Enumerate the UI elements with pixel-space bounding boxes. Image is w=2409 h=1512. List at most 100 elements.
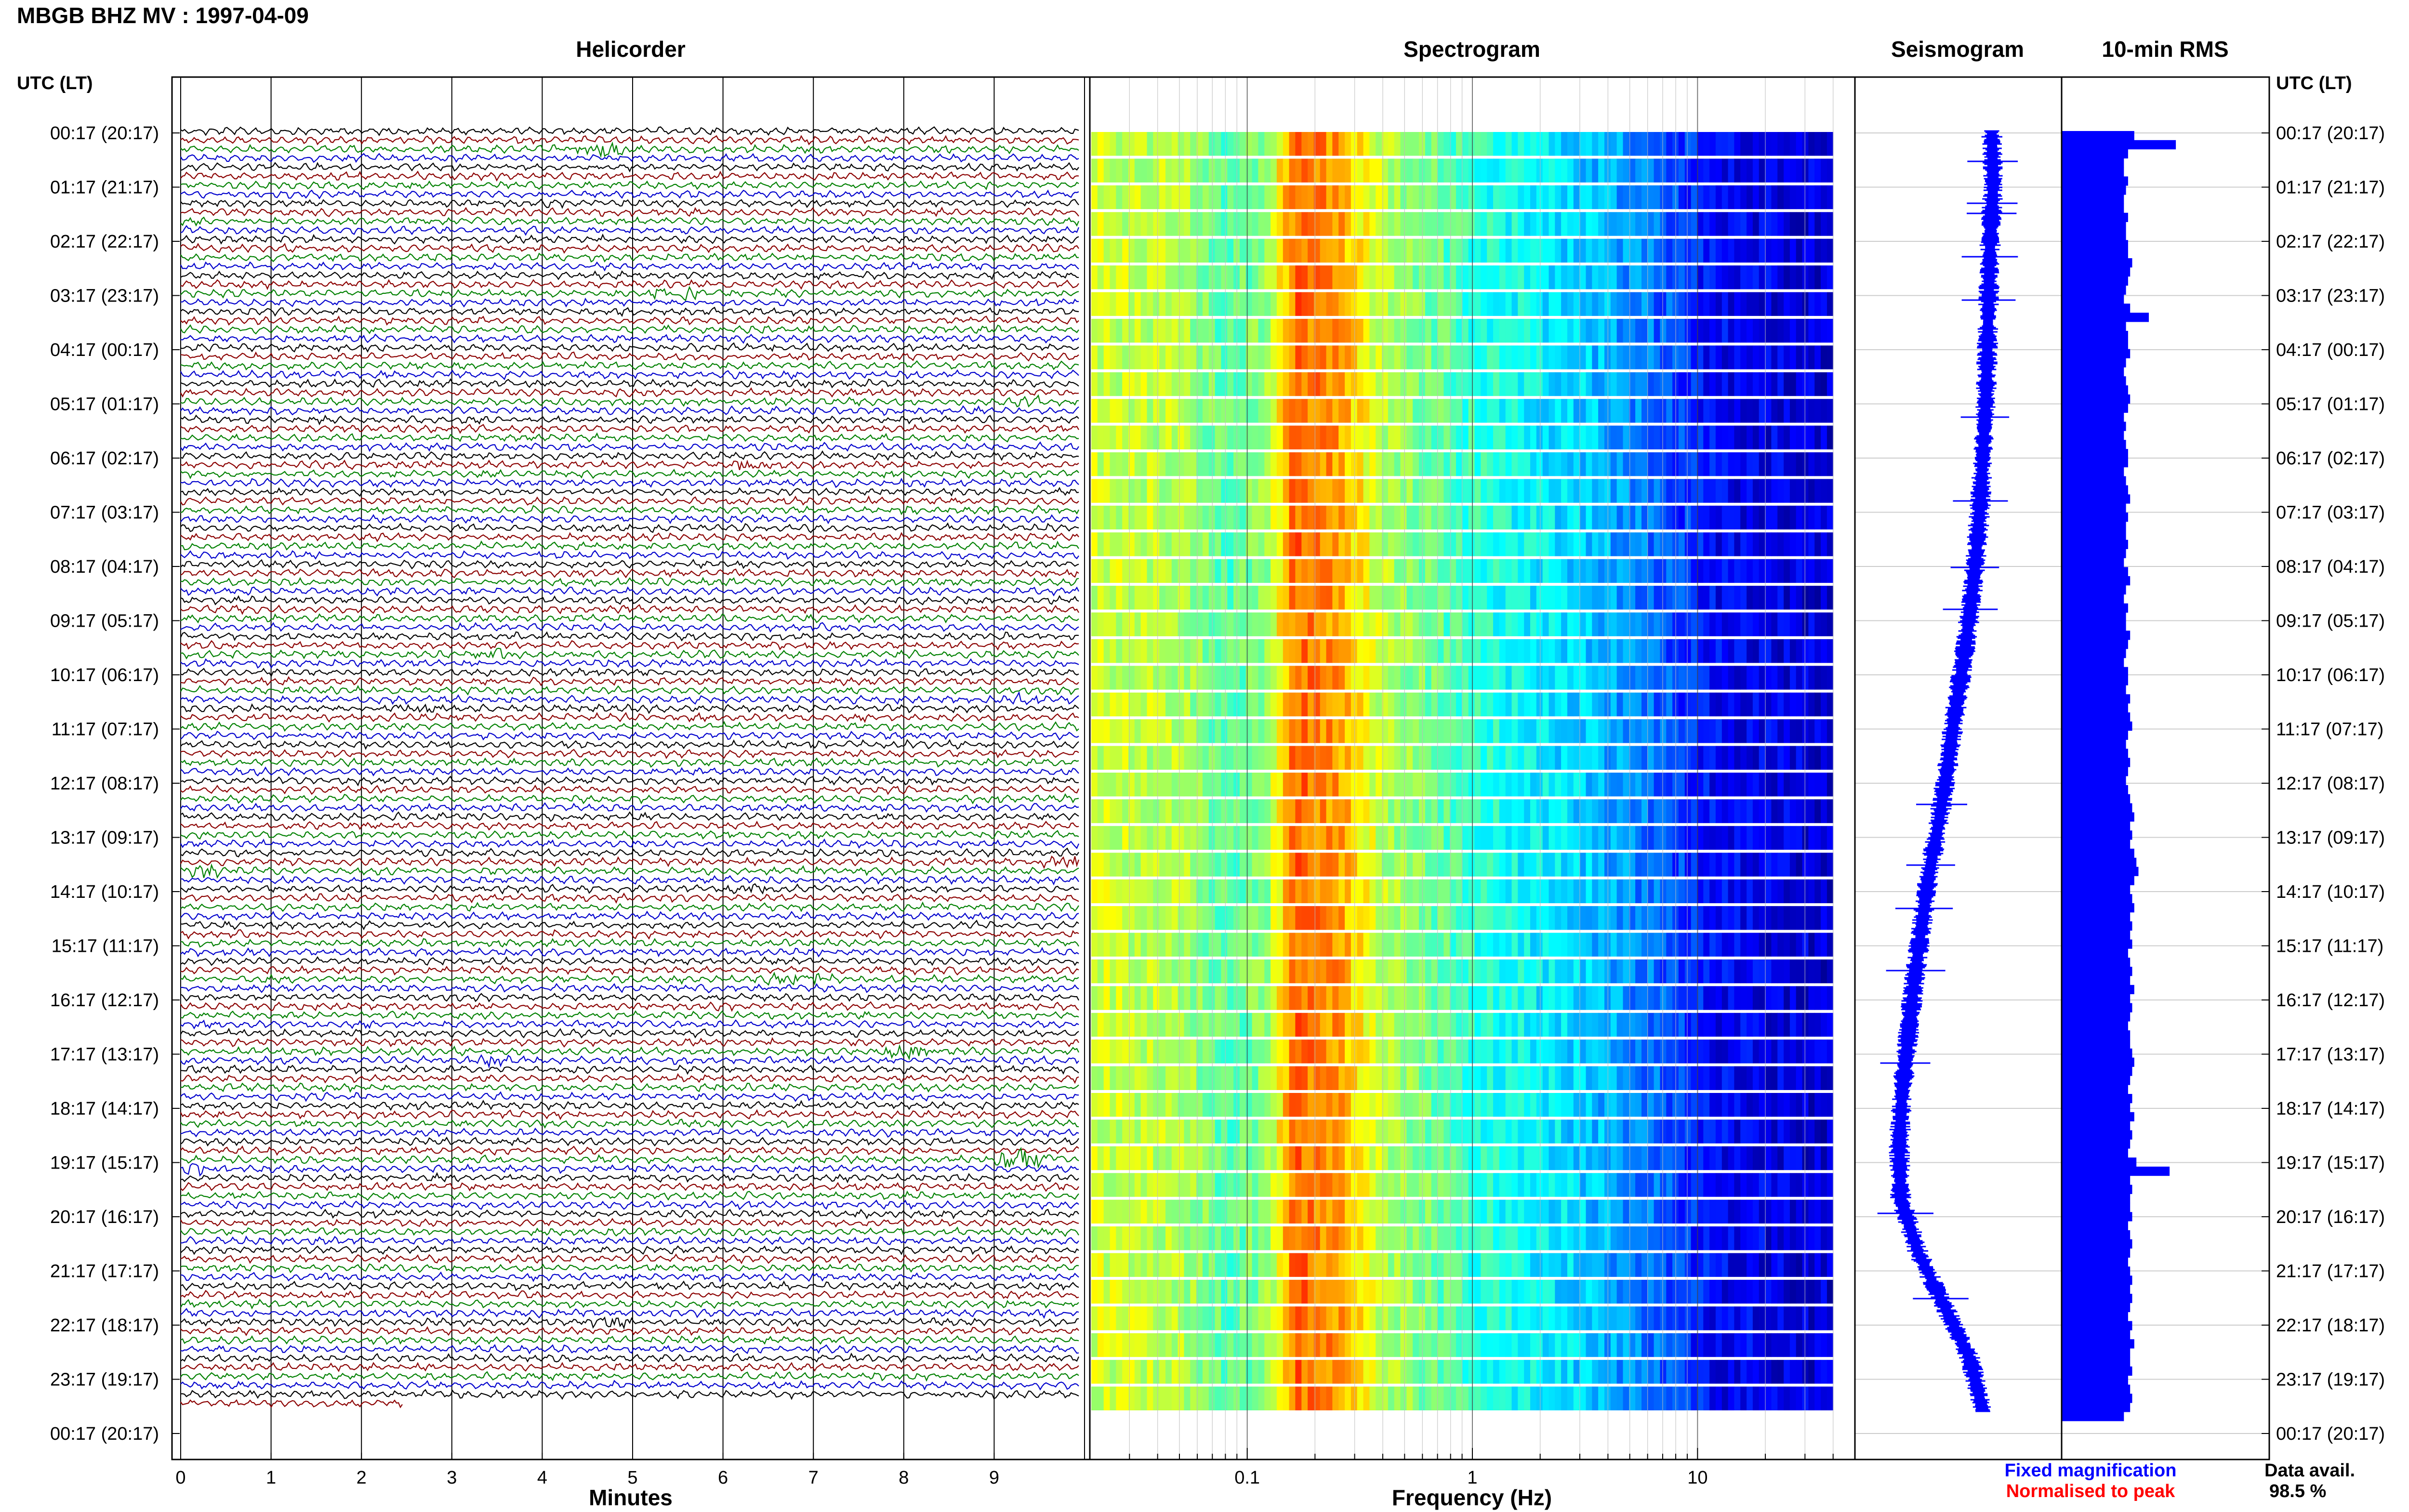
spectrogram-cell	[1413, 212, 1419, 236]
spectrogram-cell	[1542, 612, 1549, 636]
spectrogram-cell	[1474, 1093, 1481, 1117]
spectrogram-cell	[1357, 532, 1364, 556]
spectrogram-cell	[1091, 318, 1098, 343]
spectrogram-cell	[1808, 185, 1815, 210]
spectrogram-cell	[1641, 479, 1648, 503]
spectrogram-cell	[1400, 158, 1407, 183]
spectrogram-cell	[1728, 986, 1734, 1010]
spectrogram-cell	[1635, 933, 1642, 957]
spectrogram-cell	[1827, 1066, 1834, 1090]
spectrogram-cell	[1221, 1039, 1228, 1064]
spectrogram-cell	[1536, 692, 1543, 717]
spectrogram-cell	[1827, 372, 1834, 396]
spectrogram-cell	[1536, 452, 1543, 476]
spectrogram-cell	[1697, 132, 1704, 156]
spectrogram-cell	[1326, 532, 1333, 556]
spectrogram-cell	[1808, 425, 1815, 449]
spectrogram-cell	[1184, 799, 1191, 823]
spectrogram-cell	[1697, 1093, 1704, 1117]
spectrogram-cell	[1796, 639, 1803, 663]
spectrogram-cell	[1641, 1173, 1648, 1197]
spectrogram-cell	[1308, 372, 1314, 396]
spectrogram-cell	[1165, 692, 1172, 717]
spectrogram-cell	[1227, 345, 1234, 369]
spectrogram-cell	[1592, 1093, 1599, 1117]
spectrogram-cell	[1493, 1012, 1500, 1037]
spectrogram-cell	[1796, 986, 1803, 1010]
spectrogram-cell	[1715, 559, 1722, 583]
spectrogram-cell	[1338, 505, 1345, 530]
spectrogram-cell	[1178, 399, 1184, 423]
spectrogram-cell	[1499, 505, 1506, 530]
spectrogram-cell	[1505, 799, 1512, 823]
helicorder-trace	[180, 450, 1079, 461]
spectrogram-cell	[1765, 906, 1772, 930]
spectrogram-cell	[1635, 746, 1642, 770]
spectrogram-cell	[1128, 773, 1135, 797]
spectrogram-cell	[1456, 505, 1463, 530]
spectrogram-cell	[1487, 933, 1494, 957]
spectrogram-cell	[1295, 532, 1302, 556]
spectrogram-cell	[1320, 799, 1327, 823]
spectrogram-cell	[1357, 1012, 1364, 1037]
spectrogram-cell	[1691, 532, 1697, 556]
helicorder-trace	[180, 279, 1079, 290]
spectrogram-cell	[1450, 265, 1456, 289]
spectrogram-cell	[1394, 238, 1401, 263]
spectrogram-cell	[1709, 1146, 1716, 1170]
spectrogram-cell	[1493, 532, 1500, 556]
spectrogram-cell	[1350, 1066, 1358, 1090]
spectrogram-cell	[1320, 399, 1327, 423]
spectrogram-cell	[1728, 826, 1734, 850]
spectrogram-cell	[1505, 1173, 1512, 1197]
spectrogram-cell	[1289, 1199, 1296, 1224]
spectrogram-cell	[1814, 586, 1821, 610]
spectrogram-cell	[1116, 532, 1123, 556]
spectrogram-cell	[1784, 986, 1790, 1010]
spectrogram-cell	[1425, 1146, 1432, 1170]
spectrogram-cell	[1703, 532, 1710, 556]
spectrogram-cell	[1116, 345, 1123, 369]
spectrogram-cell	[1468, 1119, 1475, 1144]
spectrogram-cell	[1567, 505, 1574, 530]
spectrogram-cell	[1289, 292, 1296, 316]
spectrogram-cell	[1610, 1146, 1617, 1170]
spectrogram-cell	[1647, 1066, 1655, 1090]
spectrogram-cell	[1252, 532, 1258, 556]
spectrogram-cell	[1697, 1039, 1704, 1064]
spectrogram-cell	[1814, 773, 1821, 797]
spectrogram-cell	[1827, 612, 1834, 636]
spectrogram-cell	[1740, 372, 1747, 396]
spectrogram-cell	[1524, 746, 1531, 770]
spectrogram-cell	[1586, 185, 1592, 210]
spectrogram-cell	[1765, 1039, 1772, 1064]
spectrogram-cell	[1097, 906, 1104, 930]
spectrogram-cell	[1629, 639, 1636, 663]
spectrogram-cell	[1598, 132, 1605, 156]
spectrogram-cell	[1635, 586, 1642, 610]
helicorder-trace	[180, 613, 1079, 624]
spectrogram-cell	[1388, 425, 1395, 449]
spectrogram-cell	[1777, 265, 1784, 289]
spectrogram-cell	[1431, 158, 1438, 183]
spectrogram-cell	[1271, 132, 1277, 156]
spectrogram-cell	[1808, 1119, 1815, 1144]
spectrogram-cell	[1221, 345, 1228, 369]
spectrogram-cell	[1345, 879, 1351, 904]
spectrogram-cell	[1647, 238, 1655, 263]
spectrogram-cell	[1369, 532, 1376, 556]
spectrogram-cell	[1468, 238, 1475, 263]
spectrogram-cell	[1784, 238, 1790, 263]
spectrogram-cell	[1147, 1119, 1153, 1144]
spectrogram-cell	[1821, 826, 1827, 850]
spectrogram-cell	[1208, 666, 1216, 690]
spectrogram-cell	[1388, 773, 1395, 797]
spectrogram-cell	[1654, 212, 1660, 236]
spectrogram-cell	[1264, 265, 1271, 289]
spectrogram-cell	[1561, 906, 1568, 930]
spectrogram-cell	[1320, 238, 1327, 263]
spectrogram-cell	[1505, 1146, 1512, 1170]
spectrogram-cell	[1474, 639, 1481, 663]
spectrogram-cell	[1258, 345, 1265, 369]
helicorder-trace	[180, 631, 1079, 642]
